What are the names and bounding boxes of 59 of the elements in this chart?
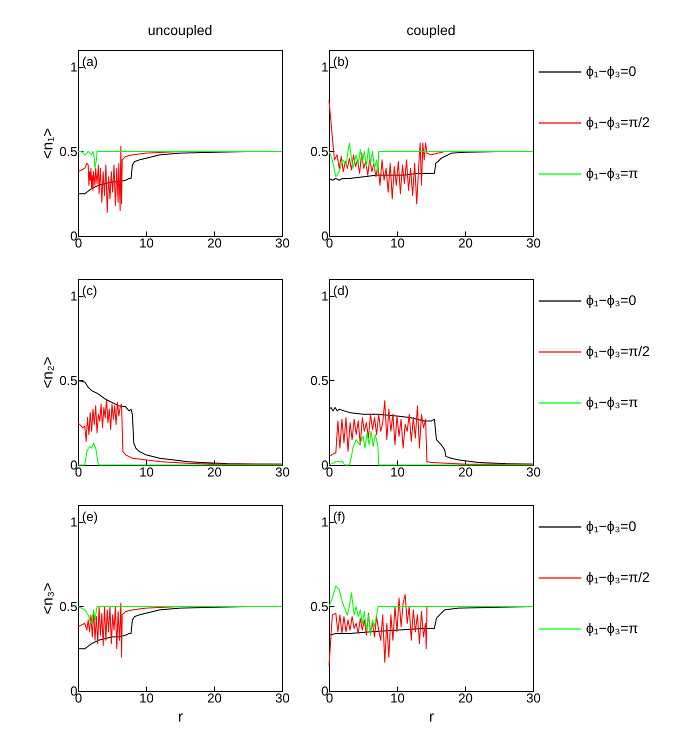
legend-label: ϕ₁−ϕ₃=0 — [586, 63, 636, 79]
annotation: (f) — [333, 509, 346, 524]
annotation: (a) — [82, 54, 98, 69]
y-tick-label: 0.5 — [310, 144, 328, 159]
legend-label: ϕ₁−ϕ₃=π — [586, 620, 638, 636]
x-tick-label: 10 — [139, 236, 154, 250]
y-axis-title: <n₁> — [39, 128, 56, 159]
legend-label: ϕ₁−ϕ₃=π/2 — [586, 569, 650, 585]
x-tick-label: 30 — [275, 236, 290, 250]
chart-title: coupled — [406, 22, 456, 38]
annotation: (c) — [82, 283, 98, 298]
x-tick-label: 30 — [275, 690, 290, 706]
legend-label: ϕ₁−ϕ₃=π/2 — [586, 114, 650, 130]
y-tick-label: 1 — [70, 288, 78, 304]
y-tick-label: 1 — [321, 288, 328, 304]
x-tick-label: 20 — [458, 690, 473, 706]
legend-label: ϕ₁−ϕ₃=0 — [586, 292, 636, 308]
y-tick-label: 0.5 — [59, 598, 78, 614]
legend-label: ϕ₁−ϕ₃=π — [586, 394, 638, 410]
legend-label: ϕ₁−ϕ₃=0 — [586, 518, 636, 534]
legend-label: ϕ₁−ϕ₃=π/2 — [586, 343, 650, 359]
x-tick-label: 10 — [139, 690, 154, 706]
y-tick-label: 1 — [321, 514, 328, 530]
line-series — [328, 142, 534, 178]
x-tick-label: 20 — [458, 464, 473, 480]
x-tick-label: 30 — [275, 464, 290, 480]
x-tick-label: 20 — [207, 464, 222, 480]
y-tick-label: 1 — [70, 514, 78, 530]
x-tick-label: 20 — [207, 690, 222, 706]
y-tick-label: 0.5 — [310, 598, 328, 614]
y-tick-label: 1 — [70, 59, 78, 74]
line-series — [78, 442, 282, 466]
x-tick-label: 10 — [390, 464, 405, 480]
x-tick-label: 10 — [390, 236, 405, 250]
line-series — [78, 606, 282, 624]
x-tick-label: 30 — [526, 690, 541, 706]
annotation: (b) — [333, 54, 349, 69]
y-axis-title: <n₃> — [39, 582, 56, 614]
x-tick-label: 30 — [526, 464, 541, 480]
legend-label: ϕ₁−ϕ₃=π — [586, 165, 638, 181]
annotation: (d) — [333, 283, 349, 298]
chart-title: uncoupled — [148, 22, 212, 38]
x-tick-label: 20 — [207, 236, 222, 250]
x-tick-label: 20 — [458, 236, 473, 250]
line-series — [328, 586, 534, 636]
x-tick-label: 10 — [390, 690, 405, 706]
y-tick-label: 0.5 — [310, 372, 328, 388]
line-series — [328, 430, 534, 466]
y-axis-title: <n₂> — [39, 356, 56, 388]
x-tick-label: 10 — [139, 464, 154, 480]
line-series — [78, 150, 282, 169]
x-axis-title: r — [429, 708, 434, 726]
y-tick-label: 1 — [321, 59, 328, 74]
y-tick-label: 0.5 — [59, 372, 78, 388]
x-tick-label: 30 — [526, 236, 541, 250]
annotation: (e) — [82, 509, 98, 524]
x-axis-title: r — [178, 708, 183, 726]
y-tick-label: 0.5 — [59, 144, 78, 159]
line-series — [78, 398, 282, 465]
